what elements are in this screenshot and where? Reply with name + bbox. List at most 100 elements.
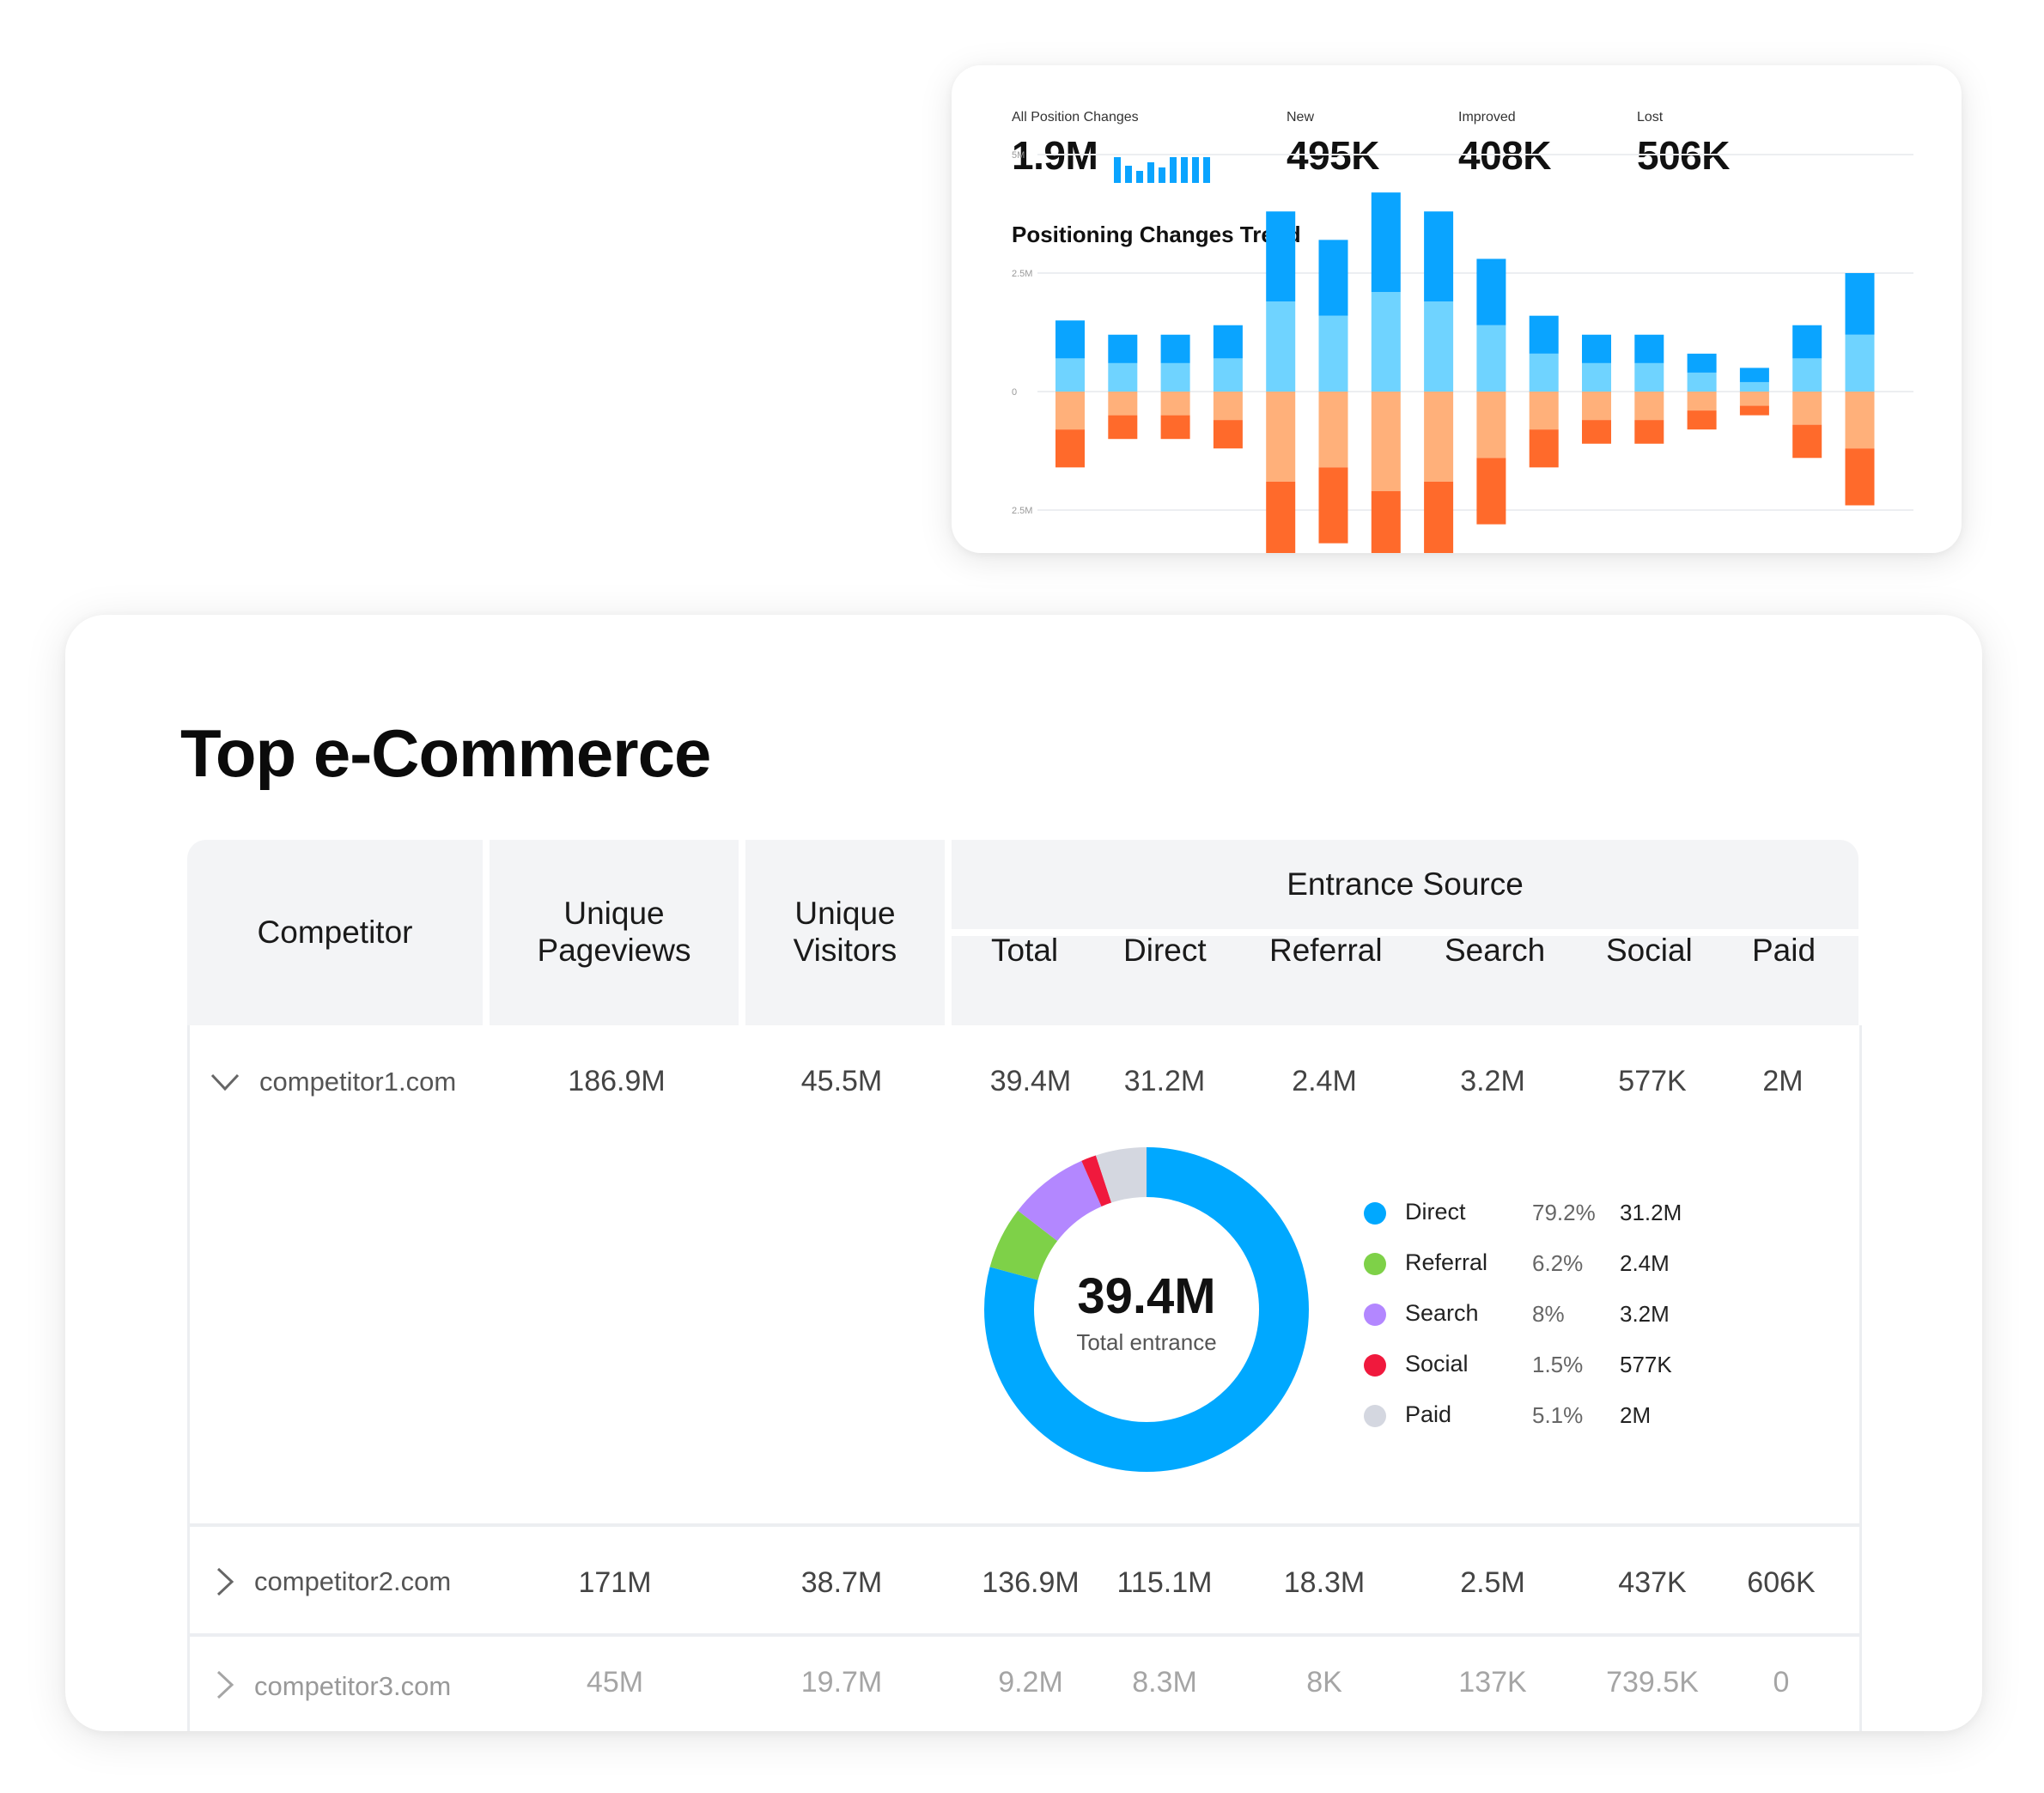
bar-positive-light [1213, 358, 1243, 392]
bar-negative-dark [1792, 424, 1822, 459]
bar-positive-dark [1371, 192, 1401, 293]
bar-negative-light [1634, 392, 1664, 421]
legend-percent: 6.2% [1532, 1250, 1584, 1276]
legend-swatch [1364, 1354, 1386, 1377]
legend-value: 2M [1620, 1402, 1652, 1428]
bar-positive-dark [1739, 368, 1769, 382]
entrance-source-donut-chart [984, 1147, 1309, 1472]
bar-positive-light [1476, 325, 1506, 392]
cell-referral: 18.3M [1283, 1566, 1366, 1599]
bar-positive-light [1371, 292, 1401, 392]
cell-direct: 115.1M [1116, 1566, 1213, 1599]
cell-social: 577K [1618, 1065, 1687, 1097]
bar-positive-dark [1108, 334, 1138, 363]
bar-negative-dark [1055, 429, 1085, 468]
cell-social: 437K [1618, 1566, 1687, 1599]
bar-negative-light [1108, 392, 1138, 416]
bar-negative-light [1318, 392, 1348, 468]
cell-direct: 31.2M [1123, 1065, 1206, 1097]
legend-value: 2.4M [1620, 1250, 1670, 1276]
bar-positive-dark [1634, 334, 1664, 363]
bar-negative-dark [1476, 458, 1506, 525]
position-changes-card: All Position Changes 1.9M New 495K Impro… [952, 65, 1962, 553]
chevron-right-icon[interactable] [215, 1566, 235, 1597]
cell-unique-visitors: 38.7M [800, 1566, 883, 1599]
metric-label: Improved [1458, 110, 1516, 125]
competitor-name[interactable]: competitor2.com [254, 1566, 452, 1596]
bar-positive-dark [1792, 325, 1822, 359]
competitor-name[interactable]: competitor1.com [259, 1067, 457, 1097]
bar-positive-dark [1318, 240, 1348, 316]
cell-paid: 0 [1773, 1666, 1790, 1699]
entrance-source-subheader-row [952, 936, 1858, 1025]
bar-negative-dark [1582, 420, 1611, 444]
subheader-referral: Referral [1269, 933, 1383, 968]
donut-total-value: 39.4M [1077, 1268, 1216, 1324]
y-tick-label: 5M [1012, 150, 1025, 161]
bar-negative-light [1792, 392, 1822, 425]
bar-positive-light [1160, 362, 1190, 392]
header-label: Competitor [257, 914, 413, 950]
subheader-direct: Direct [1123, 933, 1207, 968]
bar-negative-light [1266, 392, 1296, 482]
y-tick-label: 0 [1012, 387, 1017, 398]
bar-negative-light [1476, 392, 1506, 459]
bar-positive-light [1687, 372, 1717, 392]
legend-value: 577K [1620, 1352, 1672, 1377]
metric-label: All Position Changes [1012, 110, 1139, 125]
bar-negative-light [1739, 392, 1769, 406]
bar-negative-light [1687, 392, 1717, 411]
subheader-social: Social [1606, 933, 1693, 968]
bar-positive-dark [1845, 273, 1875, 335]
bar-positive-dark [1687, 353, 1717, 373]
y-tick-label: 2.5M [1012, 269, 1032, 279]
bar-negative-dark [1529, 429, 1559, 468]
bar-positive-light [1845, 334, 1875, 392]
bar-positive-light [1055, 358, 1085, 392]
table-body [187, 1025, 1862, 1731]
legend-label: Search [1405, 1300, 1479, 1326]
cell-unique-visitors: 45.5M [800, 1065, 883, 1097]
row-divider [187, 1523, 1862, 1527]
competitor-name[interactable]: competitor3.com [254, 1671, 452, 1701]
metric-label: New [1287, 110, 1315, 125]
metric-label: Lost [1637, 110, 1664, 125]
cell-total: 9.2M [998, 1666, 1063, 1699]
column-group-entrance-source: Entrance Source [952, 840, 1858, 929]
bar-positive-light [1634, 362, 1664, 392]
legend-swatch [1364, 1253, 1386, 1275]
donut-slice-paid[interactable] [984, 1147, 1309, 1472]
bar-negative-dark [1266, 481, 1296, 553]
column-header-unique-pageviews: Unique Pageviews [490, 840, 739, 1025]
bar-positive-dark [1055, 320, 1085, 359]
cell-search: 2.5M [1460, 1566, 1525, 1599]
bar-positive-light [1108, 362, 1138, 392]
cell-paid: 606K [1747, 1566, 1816, 1599]
bar-positive-light [1582, 362, 1611, 392]
subheader-search: Search [1445, 933, 1546, 968]
header-label: Entrance Source [1287, 866, 1524, 902]
chevron-right-icon[interactable] [215, 1669, 235, 1700]
cell-referral: 8K [1306, 1666, 1342, 1699]
legend-percent: 1.5% [1532, 1352, 1584, 1377]
bar-negative-light [1371, 392, 1401, 491]
bar-negative-light [1424, 392, 1454, 482]
cell-search: 137K [1458, 1666, 1527, 1699]
page-title: Top e-Commerce [180, 715, 711, 791]
bar-positive-light [1739, 381, 1769, 392]
bar-negative-dark [1687, 410, 1717, 430]
bar-negative-dark [1845, 448, 1875, 506]
donut-total-label: Total entrance [1076, 1329, 1217, 1355]
bar-positive-dark [1424, 211, 1454, 302]
bar-negative-dark [1213, 420, 1243, 449]
header-label: Unique Pageviews [537, 896, 691, 968]
legend-value: 3.2M [1620, 1301, 1670, 1327]
subheader-paid: Paid [1752, 933, 1816, 968]
cell-total: 136.9M [982, 1566, 1080, 1599]
cell-direct: 8.3M [1132, 1666, 1197, 1699]
bar-positive-light [1266, 301, 1296, 392]
chevron-down-icon[interactable] [210, 1072, 240, 1092]
legend-swatch [1364, 1304, 1386, 1326]
legend-percent: 8% [1532, 1301, 1565, 1327]
